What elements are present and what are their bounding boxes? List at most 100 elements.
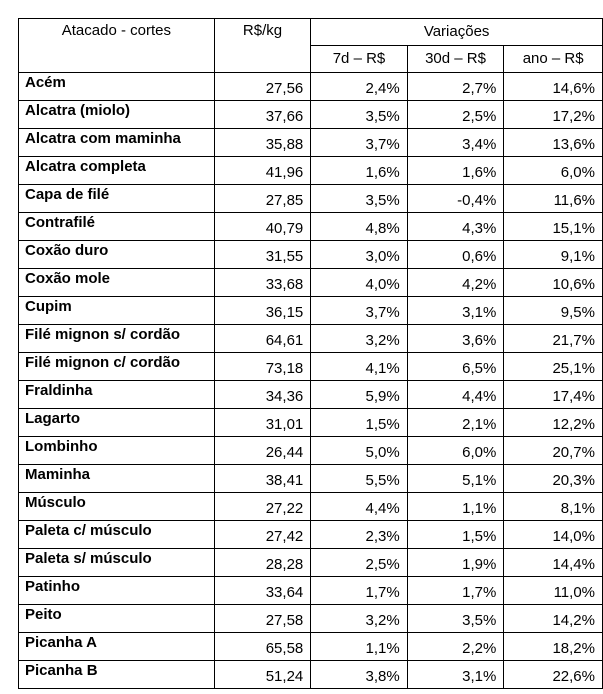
subheader-row: 7d – R$ 30d – R$ ano – R$	[19, 45, 603, 73]
table-row: Coxão mole 33,68 4,0% 4,2% 10,6%	[18, 268, 603, 297]
var-year-cell: 9,1%	[503, 240, 603, 269]
var-30d-cell: 3,5%	[406, 604, 505, 633]
var-year-cell: 18,2%	[503, 632, 603, 661]
cut-name-cell: Coxão mole	[18, 268, 215, 297]
var-7d-cell: 4,8%	[310, 212, 408, 241]
table-row: Fraldinha 34,36 5,9% 4,4% 17,4%	[18, 380, 603, 409]
cut-name-cell: Cupim	[18, 296, 215, 325]
cut-name-cell: Alcatra (miolo)	[18, 100, 215, 129]
var-7d-cell: 3,5%	[310, 100, 408, 129]
table-row: Paleta c/ músculo 27,42 2,3% 1,5% 14,0%	[18, 520, 603, 549]
var-30d-cell: 5,1%	[406, 464, 505, 493]
cut-name-cell: Patinho	[18, 576, 215, 605]
cut-name-cell: Alcatra completa	[18, 156, 215, 185]
var-7d-cell: 3,8%	[310, 660, 408, 689]
cut-name-cell: Filé mignon s/ cordão	[18, 324, 215, 353]
price-cell: 31,01	[213, 408, 312, 437]
var-7d-cell: 1,6%	[310, 156, 408, 185]
var-7d-cell: 3,2%	[310, 604, 408, 633]
cut-name-cell: Paleta s/ músculo	[18, 548, 215, 577]
cut-name-cell: Alcatra com maminha	[18, 128, 215, 157]
price-cell: 35,88	[213, 128, 312, 157]
var-7d-cell: 3,2%	[310, 324, 408, 353]
price-cell: 26,44	[213, 436, 312, 465]
var-30d-cell: 4,3%	[406, 212, 505, 241]
table-row: Alcatra com maminha 35,88 3,7% 3,4% 13,6%	[18, 128, 603, 157]
var-30d-cell: 4,2%	[406, 268, 505, 297]
var-30d-cell: 3,1%	[406, 660, 505, 689]
var-year-cell: 9,5%	[503, 296, 603, 325]
cut-name-cell: Filé mignon c/ cordão	[18, 352, 215, 381]
table-row: Picanha A 65,58 1,1% 2,2% 18,2%	[18, 632, 603, 661]
price-cell: 65,58	[213, 632, 312, 661]
price-cell: 36,15	[213, 296, 312, 325]
var-7d-cell: 5,0%	[310, 436, 408, 465]
var-7d-cell: 3,0%	[310, 240, 408, 269]
price-cell: 27,58	[213, 604, 312, 633]
table-row: Paleta s/ músculo 28,28 2,5% 1,9% 14,4%	[18, 548, 603, 577]
var-year-cell: 11,0%	[503, 576, 603, 605]
var-year-cell: 11,6%	[503, 184, 603, 213]
price-cell: 34,36	[213, 380, 312, 409]
price-table: Atacado - cortes R$/kg Variações 7d – R$…	[18, 18, 603, 689]
cut-name-cell: Paleta c/ músculo	[18, 520, 215, 549]
var-year-cell: 6,0%	[503, 156, 603, 185]
var-year-cell: 12,2%	[503, 408, 603, 437]
table-row: Picanha B 51,24 3,8% 3,1% 22,6%	[18, 660, 603, 689]
var-year-cell: 8,1%	[503, 492, 603, 521]
cut-name-cell: Acém	[18, 72, 215, 101]
var-7d-cell: 3,7%	[310, 296, 408, 325]
var-30d-cell: 1,1%	[406, 492, 505, 521]
var-year-cell: 10,6%	[503, 268, 603, 297]
var-30d-cell: 3,4%	[406, 128, 505, 157]
header-row: Atacado - cortes R$/kg Variações	[18, 18, 603, 73]
var-year-cell: 17,4%	[503, 380, 603, 409]
table-row: Peito 27,58 3,2% 3,5% 14,2%	[18, 604, 603, 633]
price-cell: 27,42	[213, 520, 312, 549]
cut-name-cell: Maminha	[18, 464, 215, 493]
table-row: Alcatra completa 41,96 1,6% 1,6% 6,0%	[18, 156, 603, 185]
table-row: Filé mignon c/ cordão 73,18 4,1% 6,5% 25,1%	[18, 352, 603, 381]
var-30d-cell: 2,2%	[406, 632, 505, 661]
price-cell: 33,68	[213, 268, 312, 297]
cut-name-cell: Lagarto	[18, 408, 215, 437]
var-year-cell: 13,6%	[503, 128, 603, 157]
var-30d-cell: -0,4%	[406, 184, 505, 213]
var-year-cell: 14,4%	[503, 548, 603, 577]
var-7d-cell: 4,4%	[310, 492, 408, 521]
header-30d: 30d – R$	[406, 45, 505, 73]
price-cell: 73,18	[213, 352, 312, 381]
header-price: R$/kg	[213, 18, 312, 73]
var-7d-cell: 1,7%	[310, 576, 408, 605]
table-row: Lagarto 31,01 1,5% 2,1% 12,2%	[18, 408, 603, 437]
var-year-cell: 21,7%	[503, 324, 603, 353]
var-year-cell: 14,6%	[503, 72, 603, 101]
cut-name-cell: Capa de filé	[18, 184, 215, 213]
var-30d-cell: 2,5%	[406, 100, 505, 129]
var-7d-cell: 2,3%	[310, 520, 408, 549]
table-row: Filé mignon s/ cordão 64,61 3,2% 3,6% 21,7%	[18, 324, 603, 353]
cut-name-cell: Peito	[18, 604, 215, 633]
price-cell: 51,24	[213, 660, 312, 689]
table-row: Coxão duro 31,55 3,0% 0,6% 9,1%	[18, 240, 603, 269]
table-row: Capa de filé 27,85 3,5% -0,4% 11,6%	[18, 184, 603, 213]
var-30d-cell: 6,5%	[406, 352, 505, 381]
table-row: Maminha 38,41 5,5% 5,1% 20,3%	[18, 464, 603, 493]
table-row: Cupim 36,15 3,7% 3,1% 9,5%	[18, 296, 603, 325]
var-30d-cell: 4,4%	[406, 380, 505, 409]
table-row: Músculo 27,22 4,4% 1,1% 8,1%	[18, 492, 603, 521]
price-cell: 41,96	[213, 156, 312, 185]
header-7d: 7d – R$	[310, 45, 408, 73]
price-cell: 27,56	[213, 72, 312, 101]
var-7d-cell: 2,4%	[310, 72, 408, 101]
price-cell: 40,79	[213, 212, 312, 241]
var-30d-cell: 1,7%	[406, 576, 505, 605]
var-7d-cell: 2,5%	[310, 548, 408, 577]
var-30d-cell: 1,6%	[406, 156, 505, 185]
cut-name-cell: Picanha B	[18, 660, 215, 689]
var-year-cell: 20,3%	[503, 464, 603, 493]
price-cell: 33,64	[213, 576, 312, 605]
header-variations: Variações	[310, 18, 603, 46]
var-30d-cell: 1,5%	[406, 520, 505, 549]
var-year-cell: 22,6%	[503, 660, 603, 689]
